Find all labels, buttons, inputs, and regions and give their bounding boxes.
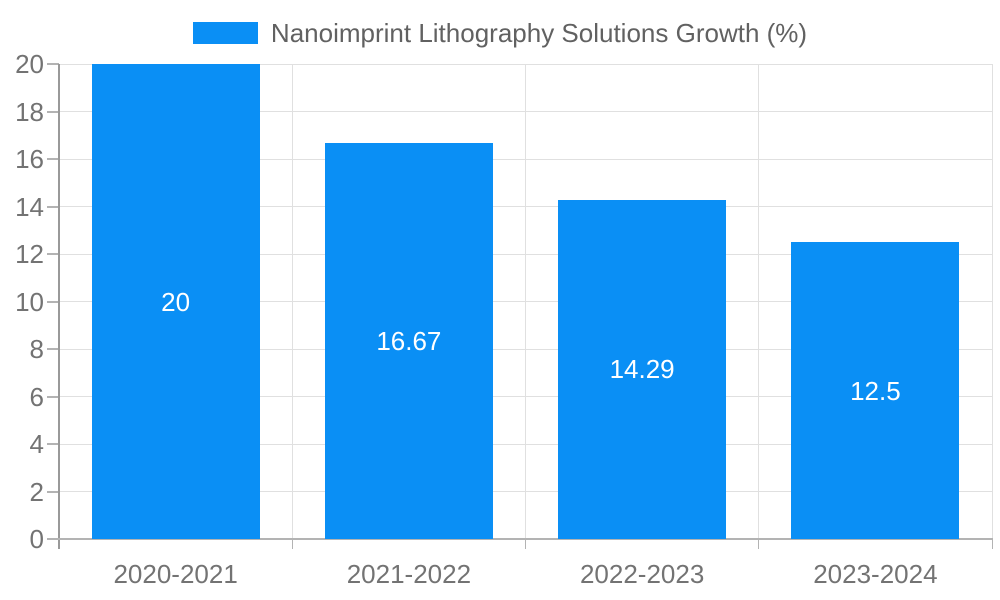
bar	[558, 199, 727, 539]
x-tick-mark	[525, 539, 526, 549]
y-tick-mark	[47, 300, 59, 303]
x-tick-mark	[291, 539, 293, 549]
y-tick-mark	[47, 395, 59, 398]
y-tick-label: 10	[15, 286, 44, 317]
y-axis-line	[58, 64, 60, 549]
x-tick-mark	[991, 539, 993, 549]
y-tick-mark	[47, 63, 59, 65]
y-tick-mark	[47, 490, 59, 493]
y-tick-mark	[47, 110, 59, 113]
y-tick-label: 16	[15, 144, 44, 174]
x-gridline	[758, 64, 760, 539]
legend-label: Nanoimprint Lithography Solutions Growth…	[270, 17, 808, 48]
x-tick-mark	[758, 539, 760, 549]
y-tick-mark	[47, 348, 59, 350]
y-tick-label: 4	[29, 429, 44, 459]
x-tick-label: 2020-2021	[113, 559, 238, 589]
bar-value-label: 12.5	[850, 375, 901, 406]
legend-swatch	[192, 22, 258, 44]
bar	[791, 242, 960, 539]
bar-value-label: 16.67	[376, 326, 442, 357]
bar	[91, 64, 260, 539]
bar-value-label: 14.29	[609, 354, 675, 385]
y-tick-label: 8	[29, 334, 44, 364]
y-tick-label: 2	[29, 476, 44, 507]
y-tick-mark	[47, 205, 59, 208]
y-tick-mark	[47, 538, 59, 540]
x-gridline	[525, 64, 526, 539]
x-axis-line	[58, 538, 993, 540]
x-tick-label: 2022-2023	[579, 559, 705, 589]
y-tick-label: 20	[15, 49, 44, 79]
y-tick-label: 18	[15, 96, 44, 127]
y-tick-label: 14	[15, 191, 44, 222]
y-tick-label: 12	[15, 239, 44, 269]
bar-value-label: 20	[161, 286, 191, 317]
x-gridline	[291, 64, 293, 539]
x-gridline	[991, 64, 993, 539]
y-tick-label: 0	[29, 524, 44, 554]
x-tick-label: 2023-2024	[813, 559, 938, 589]
x-tick-label: 2021-2022	[346, 559, 472, 589]
y-tick-mark	[47, 443, 59, 445]
y-tick-mark	[47, 253, 59, 255]
bar	[324, 143, 493, 539]
y-tick-label: 6	[29, 381, 44, 412]
y-tick-mark	[47, 158, 59, 160]
legend-item[interactable]: Nanoimprint Lithography Solutions Growth…	[0, 17, 1000, 48]
